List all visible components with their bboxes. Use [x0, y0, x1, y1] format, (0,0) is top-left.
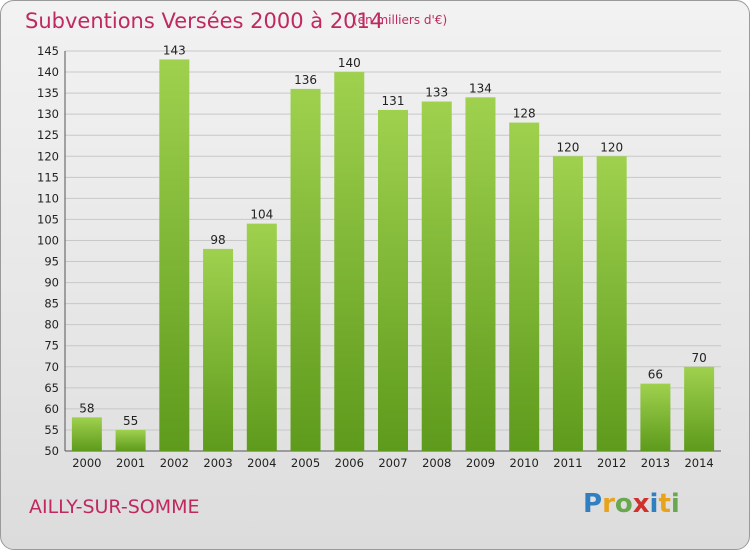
x-tick-label: 2011 [553, 456, 582, 470]
bar [552, 156, 583, 451]
x-tick-label: 2002 [160, 456, 189, 470]
bar-value-label: 128 [513, 107, 536, 121]
y-tick-label: 55 [44, 423, 59, 437]
proxiti-logo: Proxiti [583, 489, 680, 519]
bar [334, 72, 365, 451]
bar-value-label: 133 [425, 86, 448, 100]
bar-value-label: 120 [556, 140, 579, 154]
x-tick-label: 2014 [684, 456, 713, 470]
x-tick-label: 2008 [422, 456, 451, 470]
y-tick-label: 95 [44, 255, 59, 269]
bar-value-label: 120 [600, 140, 623, 154]
bar-value-label: 66 [648, 368, 663, 382]
x-tick-label: 2012 [597, 456, 626, 470]
bar [159, 59, 190, 451]
bar [640, 383, 671, 451]
logo-letter: P [583, 489, 603, 519]
bar [596, 156, 627, 451]
y-tick-label: 100 [37, 233, 59, 247]
y-tick-label: 110 [37, 191, 59, 205]
commune-name: AILLY-SUR-SOMME [29, 496, 200, 518]
y-tick-label: 65 [44, 381, 59, 395]
bar-value-label: 55 [123, 414, 138, 428]
logo-letter: i [649, 489, 659, 519]
y-tick-label: 145 [37, 44, 59, 58]
bar [290, 88, 321, 451]
x-tick-label: 2009 [466, 456, 495, 470]
y-tick-label: 90 [44, 276, 59, 290]
y-tick-label: 60 [44, 402, 59, 416]
y-tick-label: 75 [44, 339, 59, 353]
bar [465, 97, 496, 451]
y-tick-label: 130 [37, 107, 59, 121]
y-tick-label: 135 [37, 86, 59, 100]
logo-letter: t [658, 489, 671, 519]
x-tick-label: 2003 [203, 456, 232, 470]
y-tick-label: 140 [37, 65, 59, 79]
chart-title: Subventions Versées 2000 à 2014 [25, 9, 384, 33]
bar-value-label: 136 [294, 73, 317, 87]
y-tick-label: 120 [37, 149, 59, 163]
logo-letter: r [602, 489, 615, 519]
bar [509, 122, 540, 451]
bar [378, 109, 408, 452]
y-tick-label: 125 [37, 128, 59, 142]
bar-value-label: 58 [79, 401, 94, 415]
bar [203, 248, 234, 451]
bar [246, 223, 277, 451]
x-tick-label: 2000 [72, 456, 101, 470]
x-tick-label: 2001 [116, 456, 145, 470]
bar [115, 429, 146, 451]
bar-value-label: 143 [163, 43, 186, 57]
y-tick-label: 80 [44, 318, 59, 332]
x-tick-label: 2004 [247, 456, 276, 470]
x-tick-label: 2007 [378, 456, 407, 470]
bar-value-label: 131 [382, 94, 405, 108]
bar-value-label: 134 [469, 81, 492, 95]
bar-value-label: 140 [338, 56, 361, 70]
bar-value-label: 98 [210, 233, 225, 247]
chart-subtitle: (en milliers d'€) [353, 13, 448, 27]
x-tick-label: 2006 [335, 456, 364, 470]
y-tick-label: 115 [37, 170, 59, 184]
bar [421, 101, 452, 452]
y-tick-label: 105 [37, 212, 59, 226]
bar [684, 366, 715, 451]
logo-letter: x [632, 489, 650, 519]
bar [71, 417, 102, 451]
bar-value-label: 104 [250, 208, 273, 222]
y-tick-label: 70 [44, 360, 59, 374]
x-tick-label: 2010 [510, 456, 539, 470]
logo-letter: i [670, 489, 680, 519]
bar-value-label: 70 [691, 351, 706, 365]
y-tick-label: 85 [44, 297, 59, 311]
y-tick-label: 50 [44, 444, 59, 458]
x-tick-label: 2013 [641, 456, 670, 470]
logo-letter: o [614, 489, 633, 519]
x-tick-label: 2005 [291, 456, 320, 470]
